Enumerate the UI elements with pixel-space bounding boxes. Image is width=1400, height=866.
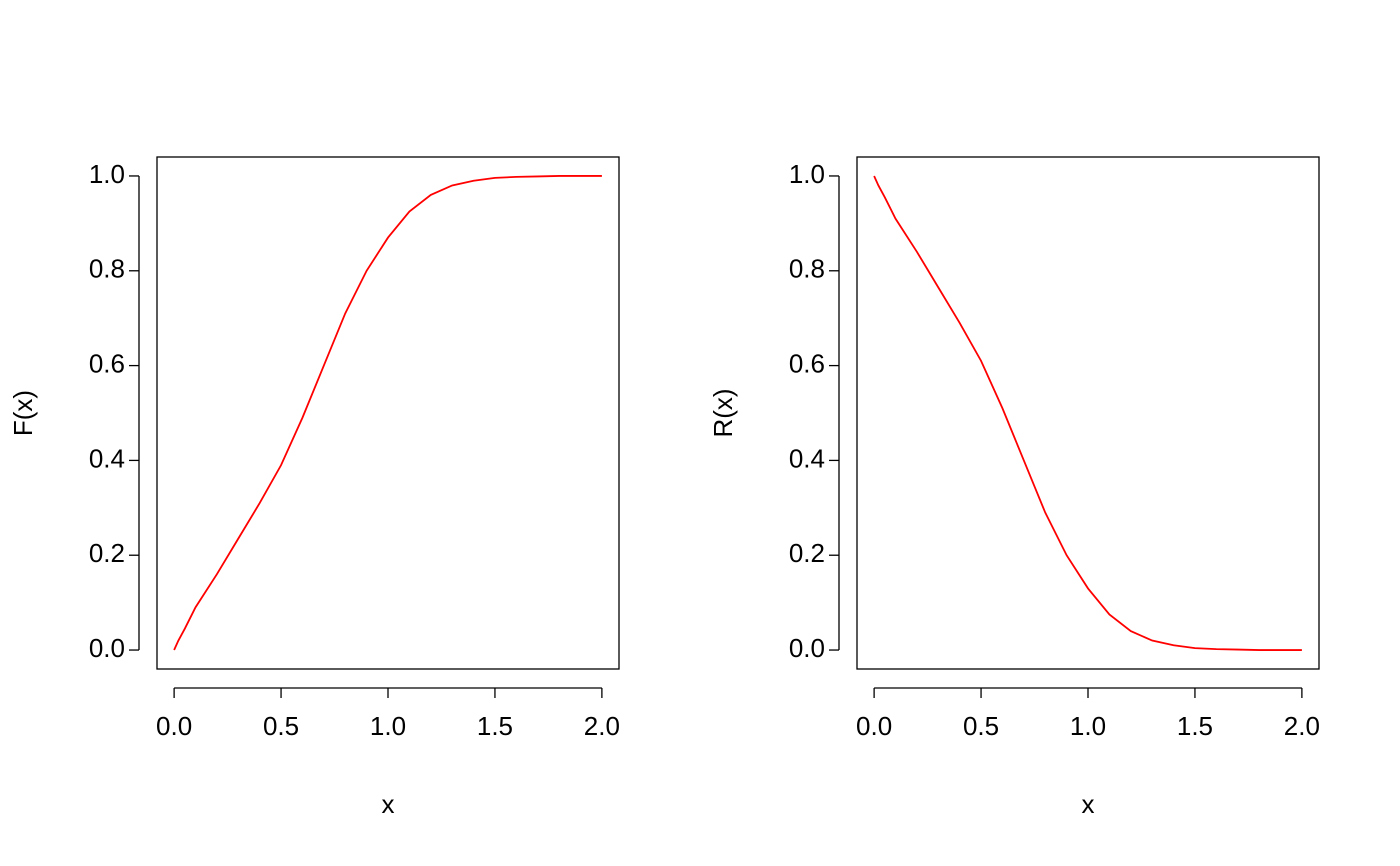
x-axis-label: x	[1082, 789, 1095, 819]
y-axis-label: R(x)	[708, 388, 738, 437]
y-tick-label: 0.6	[789, 348, 825, 378]
x-axis-label: x	[382, 789, 395, 819]
plot-box	[856, 156, 1320, 670]
y-tick-label: 0.8	[789, 254, 825, 284]
plot-box	[156, 156, 620, 670]
y-tick-label: 0.4	[89, 443, 125, 473]
x-tick-label: 0.0	[856, 711, 892, 741]
x-tick-label: 0.5	[963, 711, 999, 741]
x-tick-label: 1.5	[1177, 711, 1213, 741]
y-tick-label: 0.8	[89, 254, 125, 284]
x-tick-label: 1.0	[370, 711, 406, 741]
y-tick-label: 0.2	[789, 538, 825, 568]
y-tick-label: 1.0	[89, 159, 125, 189]
curve	[173, 175, 602, 651]
y-tick-label: 0.0	[789, 633, 825, 663]
y-tick-label: 0.2	[89, 538, 125, 568]
y-tick-label: 0.4	[789, 443, 825, 473]
y-tick-label: 1.0	[789, 159, 825, 189]
y-tick-label: 0.0	[89, 633, 125, 663]
y-axis-label: F(x)	[8, 390, 38, 436]
x-tick-label: 1.0	[1070, 711, 1106, 741]
x-tick-label: 0.0	[156, 711, 192, 741]
x-tick-label: 0.5	[263, 711, 299, 741]
x-tick-label: 1.5	[477, 711, 513, 741]
x-tick-label: 2.0	[584, 711, 620, 741]
curve	[873, 175, 1302, 651]
y-tick-label: 0.6	[89, 348, 125, 378]
x-tick-label: 2.0	[1284, 711, 1320, 741]
